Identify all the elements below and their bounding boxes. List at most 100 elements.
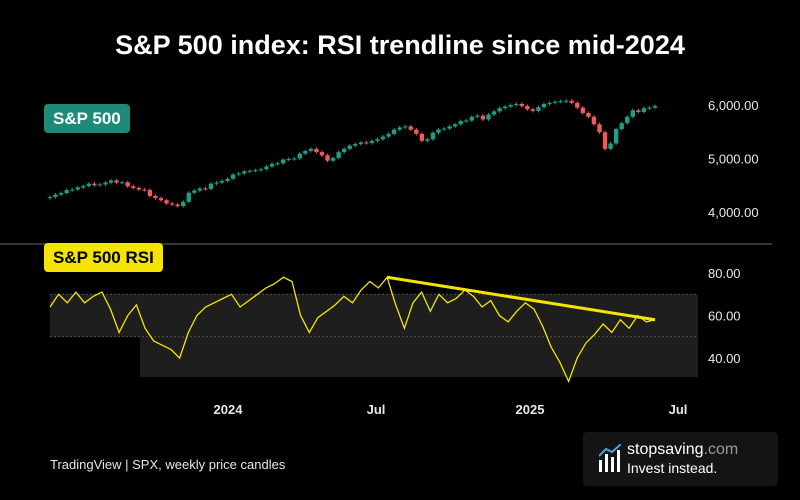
candle (591, 116, 597, 125)
x-axis: 2024 Jul 2025 Jul (214, 402, 688, 417)
candle (452, 124, 458, 127)
candle (53, 194, 58, 198)
candle (314, 148, 319, 153)
candle (47, 197, 53, 199)
candle (86, 183, 92, 187)
candle (242, 171, 247, 174)
candle (558, 101, 563, 103)
candle (108, 180, 114, 183)
candle (247, 170, 253, 172)
candle (292, 158, 297, 160)
price-series-label: S&P 500 (44, 104, 130, 133)
candle (636, 110, 641, 112)
candle (97, 184, 103, 186)
candle (142, 189, 147, 191)
candle (164, 200, 169, 204)
candle (308, 148, 314, 152)
candle (519, 103, 524, 107)
candle (319, 152, 325, 156)
candle (131, 186, 136, 188)
candle (341, 148, 347, 153)
candle (391, 129, 397, 134)
candle (380, 136, 386, 140)
candle (408, 126, 413, 130)
candle (208, 183, 214, 189)
candle (536, 107, 541, 111)
candle (530, 109, 536, 111)
candle (286, 159, 291, 161)
source-note: TradingView | SPX, weekly price candles (50, 457, 286, 472)
candle (136, 187, 142, 190)
candle (575, 102, 580, 108)
candle (613, 129, 619, 144)
candle (502, 106, 508, 109)
candle (436, 129, 441, 133)
candle (475, 115, 480, 117)
candle (214, 182, 219, 184)
candle (608, 143, 613, 149)
candle (347, 145, 352, 149)
candle (92, 183, 97, 186)
brand-tagline: Invest instead. (627, 460, 718, 476)
candle (103, 182, 108, 185)
price-y-tick-label: 5,000.00 (708, 152, 759, 167)
rsi-trendline (386, 275, 656, 322)
candle (153, 195, 158, 199)
candle (647, 107, 652, 109)
rsi-band-upper (50, 294, 698, 337)
candle (258, 169, 264, 171)
candle (169, 203, 175, 205)
candle (269, 163, 275, 167)
brand-badge: stopsaving.com Invest instead. (583, 432, 778, 486)
rsi-line (49, 275, 656, 384)
candle (203, 188, 208, 190)
candle (336, 152, 341, 158)
candle (580, 107, 586, 114)
candle (275, 163, 280, 165)
candle (147, 190, 153, 196)
candle (541, 103, 547, 108)
candle (264, 166, 269, 170)
rsi-y-tick-label: 40.00 (708, 351, 741, 366)
candle (441, 128, 447, 130)
candle (197, 188, 203, 191)
candle (186, 192, 191, 202)
rsi-panel: 40.00 60.00 80.00 (49, 266, 741, 384)
candle (619, 123, 624, 130)
candle (375, 139, 380, 141)
candle (563, 100, 569, 102)
candle (369, 140, 375, 143)
candle (491, 111, 497, 115)
rsi-band-lower (140, 336, 698, 378)
candle (425, 139, 430, 141)
candle (508, 105, 513, 107)
price-panel: 4,000.00 5,000.00 6,000.00 (47, 98, 759, 220)
candle (70, 189, 75, 191)
candle (480, 115, 486, 120)
candle (403, 126, 408, 128)
candle (219, 180, 225, 183)
candle (125, 182, 130, 187)
candle (430, 132, 436, 140)
candle (514, 103, 519, 105)
candle (641, 108, 647, 112)
candle (330, 157, 336, 161)
x-tick-label: 2024 (214, 402, 244, 417)
candle (236, 173, 241, 175)
x-tick-label: 2025 (516, 402, 545, 417)
candle (81, 186, 86, 188)
candle (64, 190, 69, 194)
x-tick-label: Jul (669, 402, 688, 417)
candle (569, 100, 574, 103)
candle (119, 182, 125, 184)
candle (230, 174, 236, 179)
candle (419, 133, 425, 141)
candle (364, 142, 369, 144)
candle (414, 129, 419, 134)
candle (192, 190, 197, 193)
candle (469, 116, 475, 121)
candle (253, 170, 258, 172)
candle (602, 132, 608, 149)
candle (280, 159, 286, 164)
